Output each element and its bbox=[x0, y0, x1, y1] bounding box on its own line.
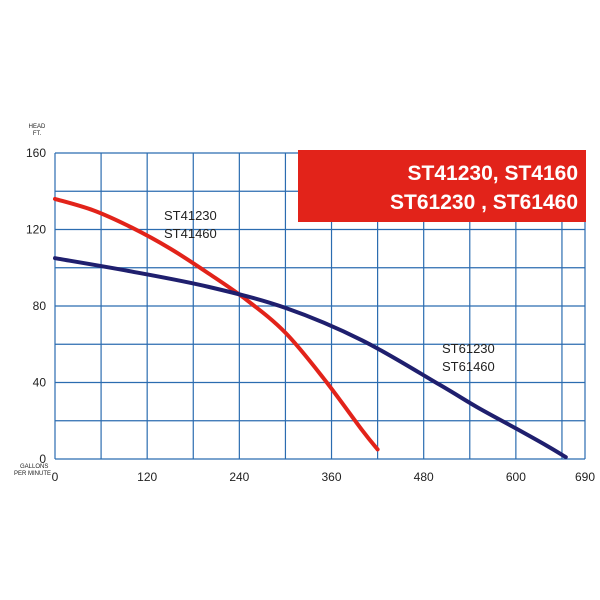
y-tick-label: 120 bbox=[26, 223, 46, 237]
series-line-2 bbox=[53, 256, 568, 460]
x-tick-label: 690 bbox=[575, 470, 595, 484]
y-tick-label: 160 bbox=[26, 146, 46, 160]
x-tick-label: 360 bbox=[322, 470, 342, 484]
series-label-red: ST41230 ST41460 bbox=[164, 208, 217, 241]
series-2-label-line-1: ST61230 bbox=[442, 341, 495, 356]
title-background bbox=[298, 150, 586, 222]
x-axis-unit-label: GALLONS PER MINUTE bbox=[14, 464, 51, 477]
series-line-1 bbox=[53, 196, 380, 452]
y-axis-unit-label: HEAD FT. bbox=[29, 124, 46, 137]
series-1-label-line-2: ST41460 bbox=[164, 226, 217, 241]
x-axis-unit-line-2: PER MINUTE bbox=[14, 471, 51, 477]
x-tick-label: 240 bbox=[229, 470, 249, 484]
series-label-navy: ST61230 ST61460 bbox=[442, 341, 495, 374]
series-2-label-line-2: ST61460 bbox=[442, 359, 495, 374]
series-lines bbox=[53, 196, 568, 460]
title-box: ST41230, ST4160 ST61230 , ST61460 bbox=[298, 150, 586, 222]
series-1-label-line-1: ST41230 bbox=[164, 208, 217, 223]
x-tick-label: 480 bbox=[414, 470, 434, 484]
title-line-2: ST61230 , ST61460 bbox=[390, 191, 578, 214]
y-tick-label: 0 bbox=[39, 452, 46, 466]
x-tick-label: 600 bbox=[506, 470, 526, 484]
tick-labels: 0 120 240 360 480 600 690 0 40 80 120 160 bbox=[26, 146, 595, 484]
x-tick-label: 0 bbox=[52, 470, 59, 484]
y-tick-label: 40 bbox=[33, 376, 47, 390]
y-axis-unit-line-2: FT. bbox=[33, 131, 42, 137]
title-line-1: ST41230, ST4160 bbox=[408, 162, 578, 185]
x-tick-label: 120 bbox=[137, 470, 157, 484]
x-axis-unit-line-1: GALLONS bbox=[20, 464, 48, 470]
y-axis-unit-line-1: HEAD bbox=[29, 124, 46, 130]
y-tick-label: 80 bbox=[33, 299, 47, 313]
